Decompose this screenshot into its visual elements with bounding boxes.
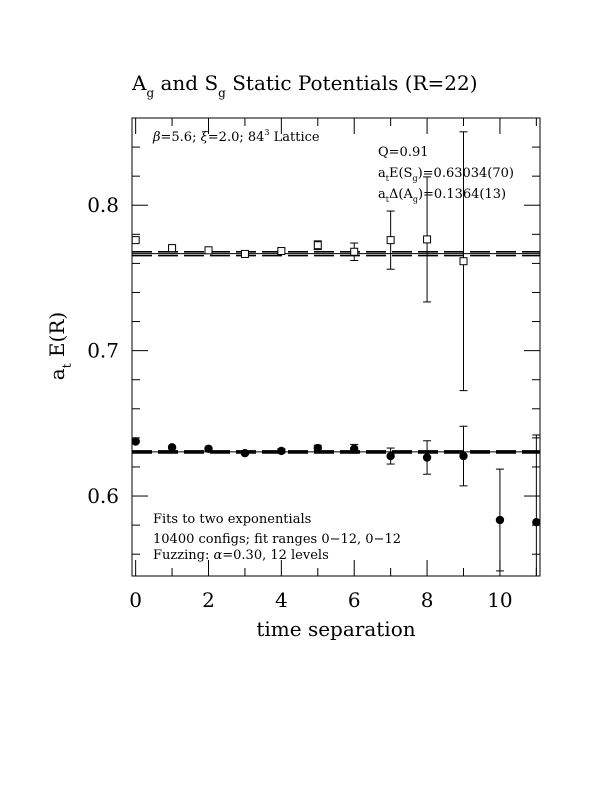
data-point-square bbox=[350, 247, 359, 256]
x-tick-label: 8 bbox=[421, 588, 434, 612]
configs-annotation: 10400 configs; fit ranges 0−12, 0−12 bbox=[153, 532, 401, 547]
data-point-circle bbox=[495, 515, 505, 525]
data-point-circle bbox=[204, 444, 213, 453]
data-point-square bbox=[386, 236, 395, 245]
fuzzing-annotation: Fuzzing: α=0.30, 12 levels bbox=[153, 548, 329, 563]
data-point-square bbox=[459, 257, 468, 266]
data-point-circle bbox=[350, 444, 359, 453]
x-tick-label: 2 bbox=[202, 588, 215, 612]
y-axis-label: at E(R) bbox=[45, 312, 74, 380]
data-point-square bbox=[240, 249, 249, 258]
fits-annotation: Fits to two exponentials bbox=[153, 512, 311, 527]
y-tick-label: 0.7 bbox=[87, 339, 119, 363]
data-point-circle bbox=[422, 453, 432, 462]
plot-frame bbox=[131, 117, 541, 577]
data-point-circle bbox=[131, 437, 140, 446]
data-marks bbox=[131, 131, 541, 577]
data-point-square bbox=[204, 246, 213, 255]
data-point-circle bbox=[532, 518, 541, 527]
chart-title: Ag and Sg Static Potentials (R=22) bbox=[131, 71, 478, 100]
q-annotation: Q=0.91 bbox=[378, 145, 429, 160]
ground-energy-annotation: atE(Sg)=0.63034(70) bbox=[378, 166, 514, 183]
data-point-circle bbox=[277, 446, 286, 456]
x-tick-label: 4 bbox=[275, 588, 288, 612]
gap-annotation: atΔ(Ag)=0.1364(13) bbox=[378, 187, 506, 204]
x-axis-label: time separation bbox=[256, 617, 415, 641]
data-point-square bbox=[313, 241, 322, 250]
data-point-circle bbox=[167, 443, 177, 452]
data-point-square bbox=[131, 236, 140, 245]
data-point-square bbox=[277, 247, 286, 256]
axis-tick-labels: 0 2 4 6 8 10 0.6 0.7 0.8 bbox=[87, 193, 512, 612]
data-point-square bbox=[423, 235, 432, 244]
data-point-circle bbox=[313, 443, 322, 453]
data-point-square bbox=[168, 244, 177, 253]
y-tick-label: 0.6 bbox=[87, 484, 119, 508]
lattice-annotation: β=5.6; ξ=2.0; 843 Lattice bbox=[152, 128, 320, 145]
x-tick-label: 10 bbox=[487, 588, 512, 612]
data-point-circle bbox=[386, 451, 395, 461]
x-tick-label: 0 bbox=[129, 588, 142, 612]
x-tick-label: 6 bbox=[348, 588, 361, 612]
y-tick-label: 0.8 bbox=[87, 193, 119, 217]
data-point-circle bbox=[459, 451, 468, 461]
fit-lines bbox=[132, 250, 540, 454]
axis-ticks bbox=[132, 118, 540, 576]
data-point-circle bbox=[240, 448, 250, 458]
